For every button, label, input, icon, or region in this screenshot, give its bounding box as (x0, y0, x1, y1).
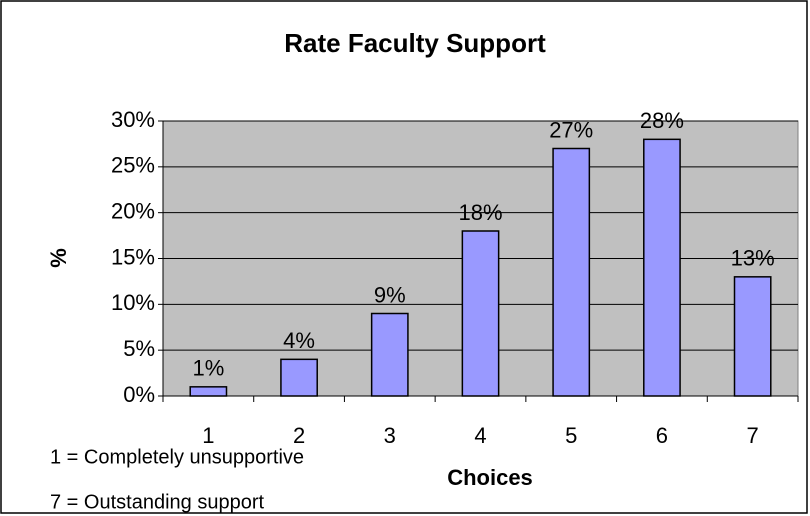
x-tick-label: 1 (202, 423, 214, 448)
x-tick-label: 6 (656, 423, 668, 448)
bar (733, 276, 772, 397)
value-label: 18% (458, 200, 502, 225)
chart-title: Rate Faculty Support (284, 28, 546, 58)
value-label: 4% (283, 328, 315, 353)
bar (552, 147, 591, 397)
bar (189, 386, 228, 397)
y-tick-label: 0% (123, 382, 155, 407)
x-tick-label: 7 (747, 423, 759, 448)
y-axis-label: % (46, 248, 71, 268)
annotation: 1 = Completely unsupportive (50, 446, 304, 468)
x-tick-label: 3 (384, 423, 396, 448)
x-tick-label: 2 (293, 423, 305, 448)
y-tick-label: 5% (123, 336, 155, 361)
value-label: 27% (549, 117, 593, 142)
value-label: 28% (640, 108, 684, 133)
y-tick-label: 30% (111, 107, 155, 132)
bar (461, 230, 500, 397)
y-tick-label: 15% (111, 244, 155, 269)
x-axis-label: Choices (447, 465, 533, 490)
value-label: 13% (731, 246, 775, 271)
bar (643, 138, 681, 397)
annotation: 7 = Outstanding support (50, 491, 264, 513)
y-tick-label: 10% (111, 290, 155, 315)
value-label: 9% (374, 282, 406, 307)
x-tick-label: 4 (474, 423, 486, 448)
y-tick-label: 20% (111, 198, 155, 223)
bar (370, 312, 409, 397)
x-tick-label: 5 (565, 423, 577, 448)
y-tick-label: 25% (111, 153, 155, 178)
bar (280, 358, 318, 397)
value-label: 1% (192, 356, 224, 381)
